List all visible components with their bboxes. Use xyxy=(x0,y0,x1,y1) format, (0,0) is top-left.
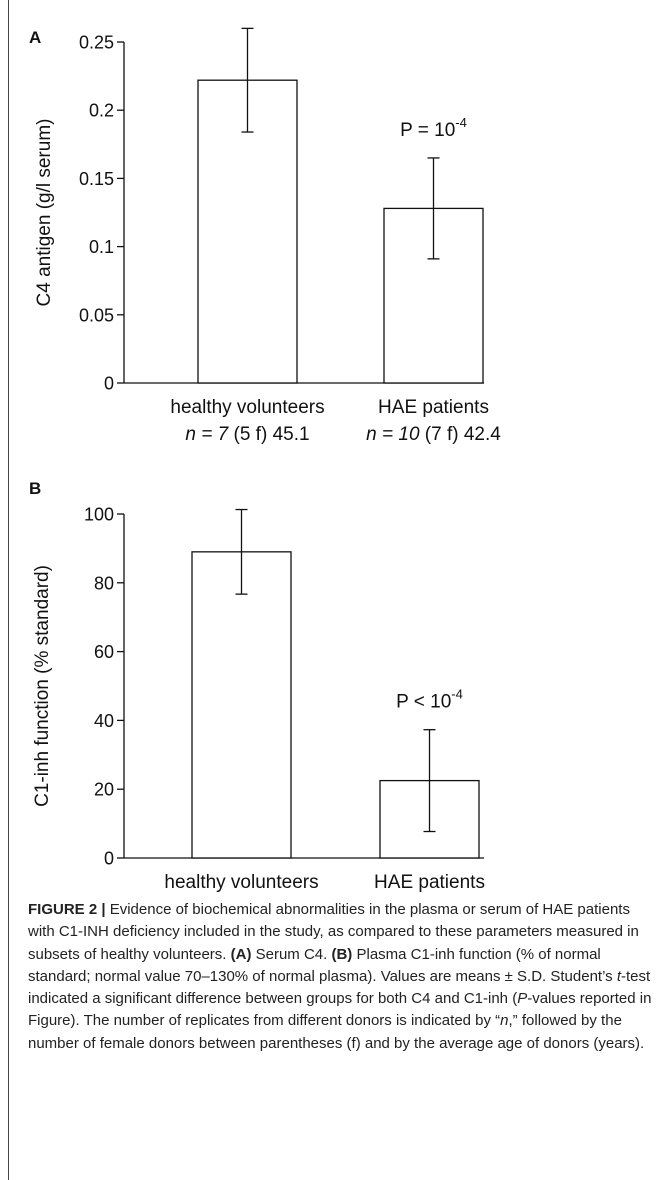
sample-rest-0: (5 f) 45.1 xyxy=(228,424,309,445)
y-tick-label-4: 80 xyxy=(94,573,114,593)
caption-part-5: t xyxy=(616,967,621,985)
figure-label: FIGURE 2 | xyxy=(28,901,106,918)
y-axis-title: C4 antigen (g/l serum) xyxy=(34,119,55,307)
caption-part-9: n xyxy=(500,1012,509,1030)
panel-a: A C4 antigen (g/l serum) 0 0.05 0.1 0.15 0.2 0.… xyxy=(0,0,667,460)
caption-part-1: (A) xyxy=(230,945,252,963)
p-value-exponent: -4 xyxy=(455,115,467,130)
caption-part-2: Serum C4. xyxy=(251,945,332,963)
figure-caption: FIGURE 2 | Evidence of biochemical abnor… xyxy=(28,899,653,1055)
bar-0 xyxy=(191,551,292,859)
caption-part-10: ,” followed by the number of female dono… xyxy=(28,1012,645,1052)
sample-label-0: n = 7 (5 f) 45.1 xyxy=(185,424,309,445)
category-label-0: healthy volunteers xyxy=(164,872,318,893)
p-value-annotation: P < 10-4 xyxy=(396,687,463,713)
y-tick-label-3: 60 xyxy=(94,642,114,662)
chart-a: A C4 antigen (g/l serum) 0 0.05 0.1 0.15 0.2 0.… xyxy=(29,27,501,445)
caption-part-3: (B) xyxy=(331,945,353,963)
panel-b: B C1-inh function (% standard) 0 20 40 60 80 10… xyxy=(0,470,667,920)
p-value-text: P < 10 xyxy=(396,692,451,713)
y-tick-label-4: 0.2 xyxy=(89,101,114,121)
y-tick-label-5: 100 xyxy=(84,505,114,525)
category-label-1: HAE patients xyxy=(378,397,489,418)
y-tick-label-3: 0.15 xyxy=(79,169,114,189)
y-tick-label-0: 0 xyxy=(104,849,114,869)
y-tick-label-0: 0 xyxy=(104,374,114,394)
caption-part-6: -test indicated a significant difference… xyxy=(28,967,651,1008)
caption-part-7: P xyxy=(517,990,528,1008)
sample-n-value-1: 10 xyxy=(398,424,420,445)
left-margin-rule xyxy=(8,0,9,1180)
y-tick-label-1: 20 xyxy=(94,780,114,800)
y-tick-label-5: 0.25 xyxy=(79,33,114,53)
sample-rest-1: (7 f) 42.4 xyxy=(420,424,502,445)
sample-n-value-0: 7 xyxy=(218,424,230,445)
category-label-1: HAE patients xyxy=(374,872,485,893)
caption-text: Evidence of biochemical abnormalities in… xyxy=(28,901,651,1052)
y-tick-label-2: 40 xyxy=(94,711,114,731)
panel-label: A xyxy=(29,28,41,47)
y-tick-label-2: 0.1 xyxy=(89,237,114,257)
caption-part-8: -values reported in Figure). The number … xyxy=(28,990,652,1030)
p-value-annotation: P = 10-4 xyxy=(400,115,467,141)
chart-b: B C1-inh function (% standard) 0 20 40 60 80 10… xyxy=(29,479,497,920)
p-value-text: P = 10 xyxy=(400,120,455,141)
sample-n-prefix-0: n = xyxy=(185,424,217,445)
category-label-0: healthy volunteers xyxy=(170,397,324,418)
caption-part-4: Plasma C1-inh function (% of normal stan… xyxy=(28,945,617,985)
caption-part-0: Evidence of biochemical abnormalities in… xyxy=(28,901,639,963)
sample-n-prefix-1: n = xyxy=(366,424,398,445)
panel-label: B xyxy=(29,479,41,498)
y-axis-title: C1-inh function (% standard) xyxy=(32,565,53,807)
p-value-exponent: -4 xyxy=(451,687,463,702)
sample-label-1: n = 10 (7 f) 42.4 xyxy=(366,424,501,445)
y-tick-label-1: 0.05 xyxy=(79,305,114,325)
